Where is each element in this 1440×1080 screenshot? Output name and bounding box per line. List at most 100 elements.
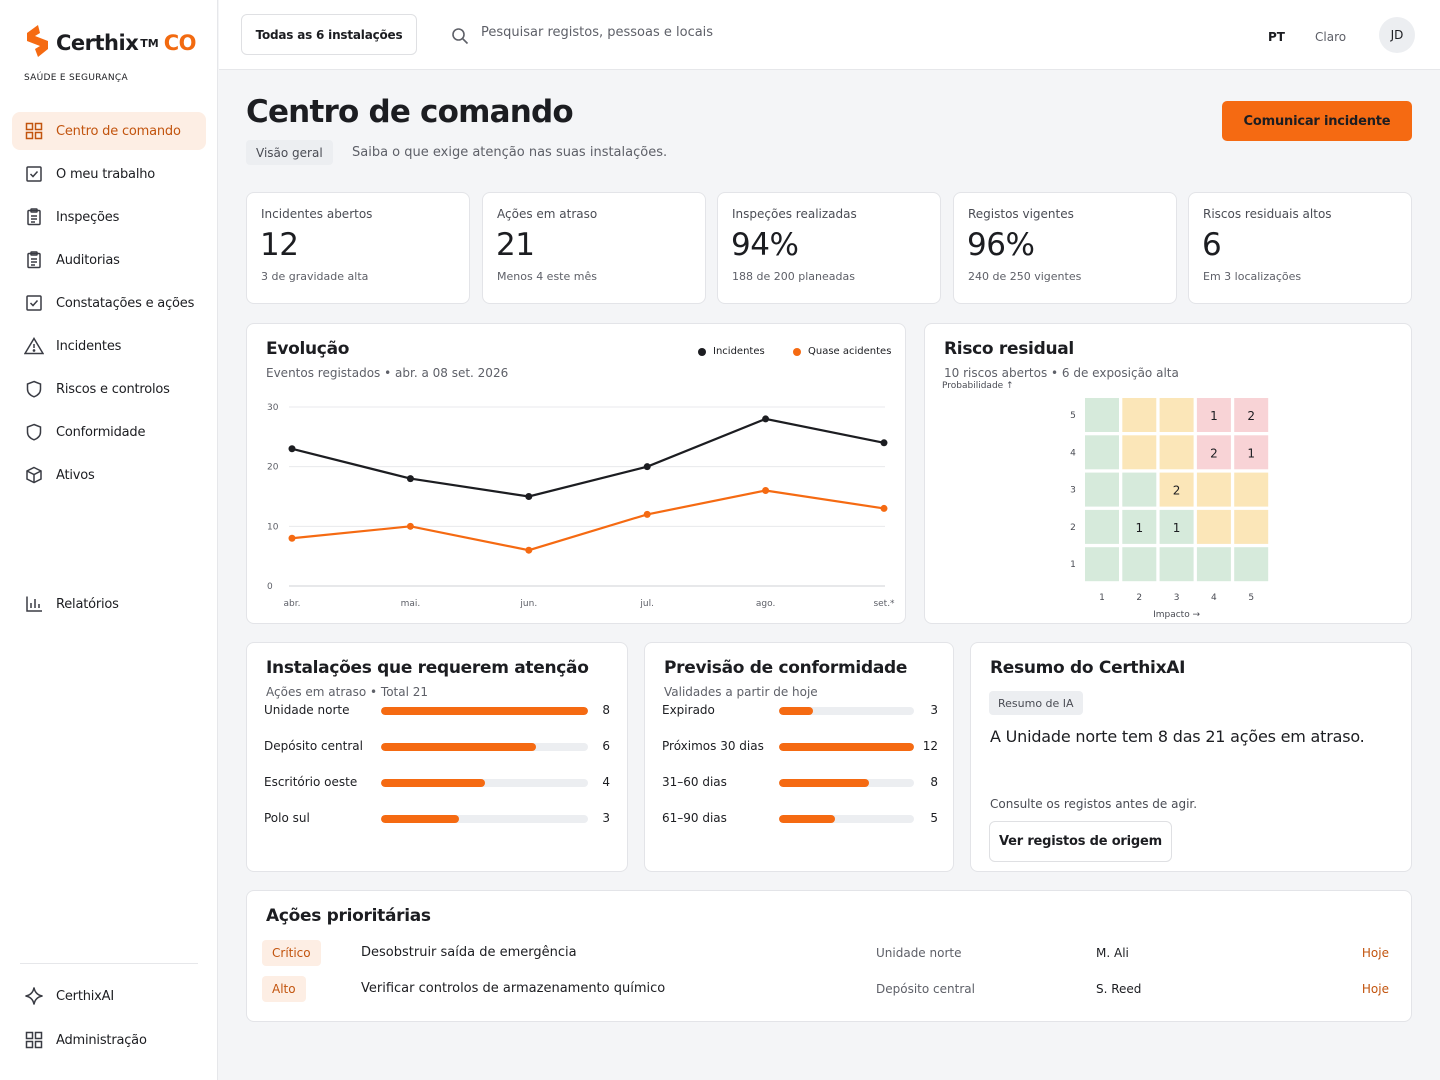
kpi-card-overdue-actions[interactable]: Ações em atraso 21 Menos 4 este mês: [482, 192, 706, 304]
x-tick-label: ago.: [756, 599, 775, 609]
sidebar-item-constatacoes-e-acoes[interactable]: Constatações e ações: [12, 284, 206, 322]
y-axis-label: Probabilidade ↑: [942, 381, 1014, 391]
kpi-label: Riscos residuais altos: [1203, 207, 1332, 221]
data-point: [880, 504, 888, 512]
bar-row[interactable]: Depósito central 6: [264, 739, 614, 755]
sidebar-item-inspecoes[interactable]: Inspeções: [12, 198, 206, 236]
owner-label: M. Ali: [1096, 946, 1129, 960]
sidebar-item-label: CerthixAI: [56, 988, 114, 1004]
bar-fill: [381, 743, 537, 751]
report-incident-button[interactable]: Comunicar incidente: [1222, 101, 1412, 141]
kpi-note: 240 de 250 vigentes: [968, 270, 1082, 283]
bar-row[interactable]: 31–60 dias 8: [662, 775, 942, 791]
due-label: Hoje: [1361, 946, 1389, 960]
bar-row[interactable]: Unidade norte 8: [264, 703, 614, 719]
view-source-records-button[interactable]: Ver registos de origem: [989, 821, 1172, 862]
sidebar-item-riscos-e-controlos[interactable]: Riscos e controlos: [12, 370, 206, 408]
heatmap-cell: [1122, 547, 1157, 582]
language-selector[interactable]: PT: [1268, 30, 1285, 44]
sparkle-icon: [24, 986, 44, 1006]
data-point: [762, 487, 770, 495]
bar-track: [779, 707, 914, 715]
bar-row[interactable]: 61–90 dias 5: [662, 811, 942, 827]
data-point: [288, 445, 296, 453]
bar-track: [779, 779, 914, 787]
sidebar-item-auditorias[interactable]: Auditorias: [12, 241, 206, 279]
sidebar-item-relatorios[interactable]: Relatórios: [12, 585, 206, 623]
data-point: [643, 510, 651, 518]
sidebar-item-label: Inspeções: [56, 209, 120, 225]
bar-fill: [381, 779, 485, 787]
brand-tagline: SAÚDE E SEGURANÇA: [24, 73, 128, 83]
sidebar-item-ativos[interactable]: Ativos: [12, 456, 206, 494]
heatmap-cell: [1085, 472, 1119, 507]
sidebar-item-label: Auditorias: [56, 252, 120, 268]
bar-row[interactable]: Polo sul 3: [264, 811, 614, 827]
heatmap-cell: [1085, 398, 1119, 432]
data-point: [880, 439, 888, 447]
breadcrumb[interactable]: Visão geral: [246, 140, 333, 165]
sidebar-item-certhixai[interactable]: CerthixAI: [12, 977, 206, 1015]
heatmap-cell: [1122, 435, 1157, 470]
sidebar-item-conformidade[interactable]: Conformidade: [12, 413, 206, 451]
y-tick-label: 20: [267, 463, 279, 473]
site-selector-button[interactable]: Todas as 6 instalações: [241, 14, 417, 55]
card-title: Resumo do CerthixAI: [990, 658, 1186, 678]
avatar[interactable]: JD: [1379, 17, 1415, 53]
sidebar-item-label: O meu trabalho: [56, 166, 156, 182]
heatmap-cell: [1122, 472, 1157, 507]
x-tick-label: 5: [1248, 593, 1254, 603]
kpi-note: Em 3 localizações: [1203, 270, 1302, 283]
sidebar-item-label: Relatórios: [56, 596, 119, 612]
heatmap-cell: [1159, 398, 1194, 432]
bar-track: [779, 743, 914, 751]
card-subtitle: Ações em atraso • Total 21: [266, 685, 429, 699]
sidebar-item-centro-de-comando[interactable]: Centro de comando: [12, 112, 206, 150]
data-point: [643, 463, 651, 471]
data-point: [406, 522, 414, 530]
ai-summary-text: A Unidade norte tem 8 das 21 ações em at…: [990, 727, 1365, 746]
sidebar-item-administracao[interactable]: Administração: [12, 1021, 206, 1059]
cell-count: 1: [1210, 409, 1218, 423]
table-row[interactable]: Alto Verificar controlos de armazenament…: [247, 976, 1413, 1006]
heatmap-cell: [1234, 472, 1269, 507]
theme-toggle[interactable]: Claro: [1315, 30, 1347, 44]
sidebar-item-label: Riscos e controlos: [56, 381, 170, 397]
kpi-card-inspections[interactable]: Inspeções realizadas 94% 188 de 200 plan…: [717, 192, 941, 304]
legend-item-incidentes: Incidentes: [698, 346, 765, 357]
legend-dot: [698, 347, 706, 356]
kpi-card-high-risks[interactable]: Riscos residuais altos 6 Em 3 localizaçõ…: [1188, 192, 1412, 304]
table-row[interactable]: Crítico Desobstruir saída de emergência …: [247, 940, 1413, 970]
kpi-note: 188 de 200 planeadas: [732, 270, 855, 283]
priority-actions-card: Ações prioritárias Crítico Desobstruir s…: [246, 890, 1412, 1022]
search-icon: [451, 27, 469, 49]
bar-label: 61–90 dias: [662, 811, 727, 825]
bar-value: 5: [930, 811, 938, 825]
kpi-label: Incidentes abertos: [261, 207, 373, 221]
x-axis-label: Impacto →: [1153, 610, 1200, 620]
bar-value: 8: [602, 703, 610, 717]
kpi-note: Menos 4 este mês: [497, 270, 597, 283]
kpi-card-records[interactable]: Registos vigentes 96% 240 de 250 vigente…: [953, 192, 1177, 304]
bar-fill: [381, 707, 588, 715]
card-subtitle: Validades a partir de hoje: [664, 685, 818, 699]
cell-count: 1: [1247, 446, 1255, 460]
kpi-card-open-incidents[interactable]: Incidentes abertos 12 3 de gravidade alt…: [246, 192, 470, 304]
heatmap-cell: [1196, 509, 1231, 544]
x-tick-label: jul.: [639, 599, 654, 609]
bar-value: 8: [930, 775, 938, 789]
bar-label: Polo sul: [264, 811, 310, 825]
sidebar-item-o-meu-trabalho[interactable]: O meu trabalho: [12, 155, 206, 193]
bar-label: 31–60 dias: [662, 775, 727, 789]
search-input[interactable]: [481, 25, 981, 40]
kpi-label: Registos vigentes: [968, 207, 1074, 221]
sidebar: Certhix TM CO SAÚDE E SEGURANÇA Centro d…: [0, 0, 218, 1080]
brand-logo[interactable]: Certhix TM CO: [24, 24, 196, 62]
site-label: Depósito central: [876, 982, 975, 996]
bar-fill: [779, 779, 869, 787]
kpi-value: 6: [1202, 227, 1222, 263]
bar-row[interactable]: Escritório oeste 4: [264, 775, 614, 791]
bar-row[interactable]: Próximos 30 dias 12: [662, 739, 942, 755]
sidebar-item-incidentes[interactable]: Incidentes: [12, 327, 206, 365]
bar-row[interactable]: Expirado 3: [662, 703, 942, 719]
